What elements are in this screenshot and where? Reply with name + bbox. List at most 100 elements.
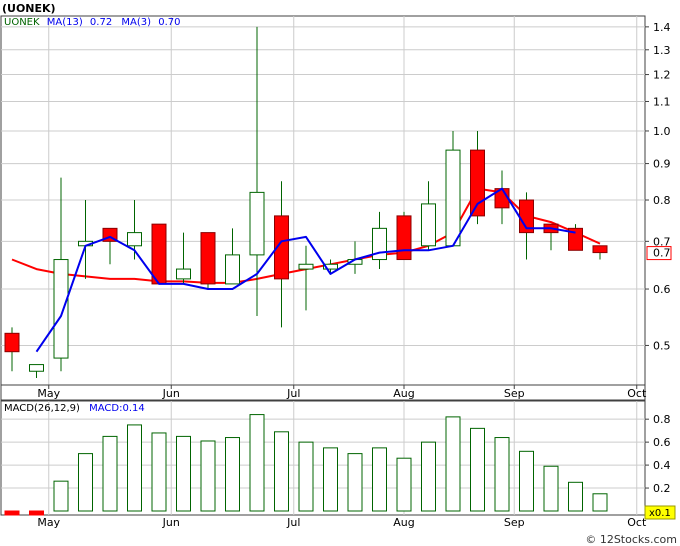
- candle-body-8: [200, 232, 216, 285]
- candle-0: [4, 327, 20, 372]
- candle-body-16: [396, 215, 412, 261]
- legend-ma13-value: 0.72: [90, 17, 112, 28]
- candle-6: [151, 223, 167, 285]
- price-ytick-label-9: 1.4: [653, 21, 671, 34]
- macd-bar-9: [225, 437, 240, 512]
- price-x-axis: May Jun Jul Aug Sep Oct: [37, 385, 647, 400]
- candle-13: [323, 259, 338, 274]
- macd-bar-11: [274, 431, 289, 512]
- macd-xtick-label-2: Jul: [286, 516, 300, 529]
- price-ytick-label-2: 0.7: [653, 235, 671, 248]
- candle-8: [200, 232, 216, 290]
- last-price-marker: 0.7: [646, 246, 672, 261]
- price-xtick-label-3: Aug: [393, 387, 414, 400]
- macd-bar-6: [151, 432, 167, 512]
- macd-panel: 0.2 0.4 0.6 0.8 MACD(26,12,9) MACD:0.14 x0.…: [0, 400, 676, 520]
- candle-body-1: [29, 364, 44, 372]
- candle-body-18: [445, 149, 461, 247]
- macd-ytick-label-0: 0.2: [653, 482, 671, 495]
- ma3-line-group: [35, 187, 576, 353]
- macd-bar-2: [53, 480, 69, 512]
- price-xtick-label-0: May: [37, 387, 60, 400]
- macd-xtick-label-3: Aug: [393, 516, 414, 529]
- candle-body-10: [249, 191, 265, 256]
- macd-bar-24: [592, 493, 608, 512]
- candle-18: [445, 130, 461, 247]
- price-ytick-label-0: 0.5: [653, 339, 671, 352]
- macd-bar-1: [29, 510, 44, 516]
- candle-body-23: [568, 227, 583, 251]
- price-ytick-label-1: 0.6: [653, 283, 671, 296]
- candle-11: [274, 181, 289, 328]
- candle-12: [298, 245, 314, 311]
- candle-body-24: [592, 245, 608, 254]
- price-ytick-label-7: 1.2: [653, 69, 671, 82]
- macd-bar-18: [445, 416, 461, 512]
- macd-xtick-label-4: Sep: [504, 516, 525, 529]
- macd-bar-4: [102, 435, 118, 512]
- macd-legend-label: MACD(26,12,9): [4, 403, 80, 414]
- candle-body-13: [323, 263, 338, 270]
- candle-body-9: [225, 254, 240, 285]
- legend-ma3-value: 0.70: [158, 17, 180, 28]
- candle-body-11: [274, 215, 289, 280]
- macd-bars-group: [4, 414, 608, 516]
- last-price-box: [646, 246, 672, 261]
- macd-bar-20: [494, 437, 510, 512]
- candle-23: [568, 224, 583, 251]
- legend-symbol: UONEK: [4, 17, 40, 28]
- macd-bar-8: [200, 440, 216, 512]
- legend-ma13-label: MA(13): [47, 17, 83, 28]
- candle-body-12: [298, 263, 314, 270]
- candle-body-17: [421, 203, 436, 247]
- macd-bar-17: [421, 441, 436, 512]
- macd-bar-12: [298, 441, 314, 512]
- macd-ytick-label-3: 0.8: [653, 413, 671, 426]
- macd-bar-0: [4, 510, 20, 516]
- macd-ytick-label-1: 0.4: [653, 459, 671, 472]
- macd-bar-23: [568, 481, 583, 512]
- legend-ma3-label: MA(3): [121, 17, 151, 28]
- macd-x-axis: May Jun Jul Aug Sep Oct: [37, 516, 647, 529]
- svg-text:UONEK MA(13) 0.72: UONEK MA(13) 0.72 MA(3) 0.70: [4, 17, 180, 28]
- ma3-line: [35, 187, 576, 353]
- macd-bar-15: [372, 447, 387, 512]
- price-ytick-label-6: 1.1: [653, 95, 671, 108]
- macd-legend-value: MACD:0.14: [89, 403, 145, 414]
- price-xtick-label-5: Oct: [627, 387, 647, 400]
- price-ytick-label-5: 1.0: [653, 125, 671, 138]
- macd-bar-10: [249, 414, 265, 512]
- macd-bar-5: [127, 424, 142, 512]
- price-xtick-label-2: Jul: [286, 387, 300, 400]
- price-xtick-label-1: Jun: [162, 387, 180, 400]
- macd-y-axis: 0.2 0.4 0.6 0.8: [645, 413, 671, 495]
- candle-24: [592, 245, 608, 260]
- price-xtick-label-4: Sep: [504, 387, 525, 400]
- macd-bar-3: [78, 453, 93, 512]
- macd-xtick-label-1: Jun: [162, 516, 180, 529]
- price-x-axis-strip: [0, 384, 646, 401]
- macd-xtick-label-0: May: [37, 516, 60, 529]
- candle-19: [470, 130, 485, 225]
- candle-body-5: [127, 232, 142, 247]
- candle-body-19: [470, 149, 485, 217]
- candle-7: [176, 232, 191, 284]
- candle-body-2: [53, 259, 69, 359]
- macd-scale-note-box: [644, 505, 676, 520]
- svg-text:MACD(26,12,9) MACD:0.14: MACD(26,12,9) MACD:0.14: [4, 403, 145, 414]
- candle-9: [225, 228, 240, 285]
- macd-bar-16: [396, 457, 412, 512]
- candle-10: [249, 26, 265, 316]
- candles-group: [4, 26, 608, 379]
- macd-ytick-label-2: 0.6: [653, 436, 671, 449]
- last-price-label: 0.7: [653, 247, 671, 260]
- macd-xtick-label-5: Oct: [627, 516, 647, 529]
- macd-bar-13: [323, 447, 338, 512]
- chart-title: (UONEK): [2, 2, 56, 15]
- macd-scale-note: x0.1: [649, 508, 671, 519]
- macd-bar-21: [519, 450, 534, 512]
- candle-body-6: [151, 223, 167, 285]
- price-ytick-label-4: 0.9: [653, 158, 671, 171]
- macd-bar-19: [470, 427, 485, 512]
